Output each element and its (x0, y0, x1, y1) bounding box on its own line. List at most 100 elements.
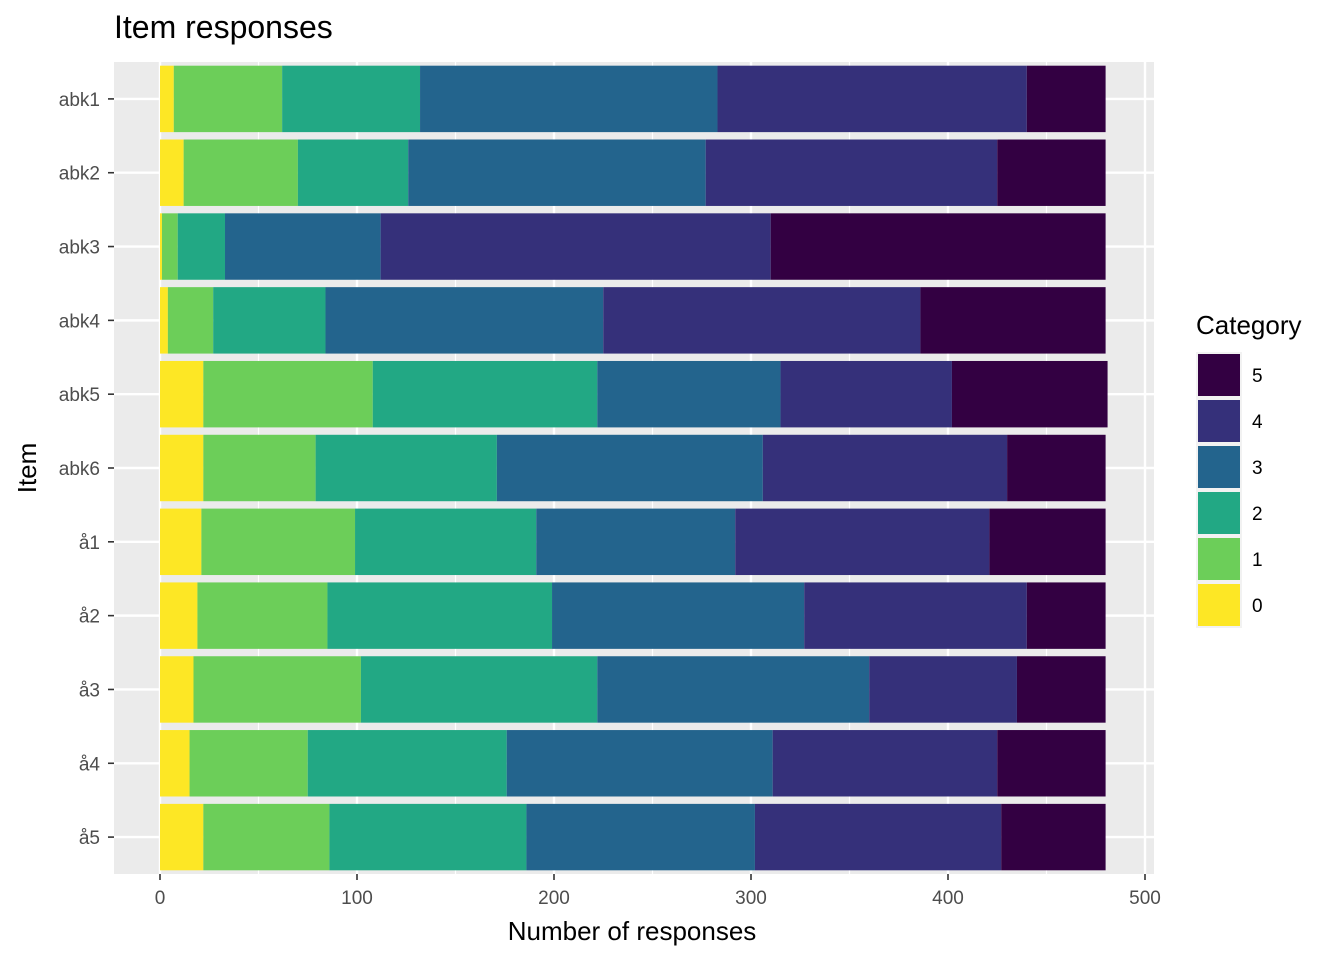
bar-segment (420, 65, 718, 133)
bar-segment (167, 287, 214, 354)
legend-label: 0 (1252, 596, 1263, 617)
bar-segment (360, 656, 598, 723)
bar-segment (160, 434, 204, 502)
legend: Category 5 4 3 2 1 0 (1196, 310, 1302, 628)
legend-key (1198, 400, 1240, 442)
bar-segment (526, 803, 755, 871)
bar-segment (315, 434, 497, 502)
bar-segment (989, 508, 1106, 576)
bar-segment (177, 213, 226, 280)
legend-label: 5 (1252, 366, 1263, 387)
bar-segment (213, 287, 326, 354)
x-tick-label: 300 (735, 888, 767, 909)
bar-segment (203, 803, 330, 871)
legend-key (1198, 584, 1240, 626)
bar-segment (160, 656, 194, 723)
bar-segment (804, 582, 1027, 649)
bar-segment (717, 65, 1027, 133)
bar-segment (161, 213, 178, 280)
y-tick-label: abk5 (59, 385, 100, 406)
bar-segment (160, 582, 198, 649)
y-tick-label: å5 (79, 828, 100, 849)
bar-segment (380, 213, 771, 280)
bar-segment (297, 139, 409, 206)
legend-key (1198, 354, 1240, 396)
y-tick-label: abk4 (59, 311, 101, 332)
bar-segment (780, 360, 952, 428)
y-tick-label: abk6 (59, 459, 100, 480)
bar-segment (754, 803, 1002, 871)
legend-label: 1 (1252, 550, 1263, 571)
bar-segment (762, 434, 1008, 502)
bar-segment (372, 360, 598, 428)
bar-segment (225, 213, 381, 280)
legend-label: 2 (1252, 504, 1263, 525)
bar-segment (1016, 656, 1106, 723)
bar-segment (496, 434, 763, 502)
bar-segment (201, 508, 356, 576)
x-tick-label: 400 (932, 888, 964, 909)
x-axis: 0 100 200 300 400 500 (155, 874, 1161, 909)
y-tick-label: abk3 (59, 238, 100, 259)
bar-segment (997, 139, 1106, 206)
x-axis-title: Number of responses (508, 916, 757, 946)
bar-segment (1026, 65, 1106, 133)
bar-segment (997, 730, 1106, 797)
bar-segment (307, 730, 507, 797)
bar-segment (193, 656, 361, 723)
x-tick-label: 200 (538, 888, 570, 909)
bar-segment (197, 582, 328, 649)
bar-segment (355, 508, 537, 576)
bar-segment (203, 360, 373, 428)
bar-segment (1001, 803, 1106, 871)
bar-segment (506, 730, 773, 797)
bar-segment (160, 287, 168, 354)
bar-segment (327, 582, 553, 649)
legend-key (1198, 492, 1240, 534)
bar-segment (329, 803, 527, 871)
bar-segment (325, 287, 604, 354)
bar-segment (203, 434, 316, 502)
y-axis: abk1 abk2 abk3 abk4 abk5 abk6 å1 å2 å3 å4 å5 (59, 90, 114, 849)
legend-label: 3 (1252, 458, 1263, 479)
y-tick-label: abk1 (59, 90, 100, 111)
bar-segment (189, 730, 308, 797)
bar-segment (160, 360, 204, 428)
x-tick-label: 100 (341, 888, 373, 909)
bar-segment (603, 287, 921, 354)
bar-segment (183, 139, 298, 206)
bar-segment (552, 582, 805, 649)
legend-title: Category (1196, 310, 1302, 340)
y-tick-label: å3 (79, 680, 100, 701)
bar-segment (770, 213, 1106, 280)
y-tick-label: å1 (79, 533, 100, 554)
x-tick-label: 0 (155, 888, 166, 909)
bar-segment (160, 213, 162, 280)
y-tick-label: abk2 (59, 164, 100, 185)
bar-segment (282, 65, 421, 133)
bar-segment (597, 656, 870, 723)
bar-segment (705, 139, 998, 206)
bars (160, 65, 1108, 871)
bar-segment (160, 730, 190, 797)
bar-segment (920, 287, 1106, 354)
bar-segment (160, 139, 184, 206)
bar-segment (173, 65, 283, 133)
x-tick-label: 500 (1129, 888, 1161, 909)
bar-segment (160, 803, 204, 871)
bar-segment (772, 730, 998, 797)
y-axis-title: Item (12, 443, 42, 494)
y-tick-label: å4 (79, 754, 101, 775)
bar-segment (869, 656, 1017, 723)
chart-title: Item responses (114, 9, 333, 45)
bar-segment (597, 360, 781, 428)
bar-segment (951, 360, 1108, 428)
bar-segment (160, 508, 202, 576)
legend-key (1198, 446, 1240, 488)
bar-segment (1007, 434, 1106, 502)
y-tick-label: å2 (79, 607, 100, 628)
bar-segment (160, 65, 174, 133)
bar-segment (1026, 582, 1106, 649)
